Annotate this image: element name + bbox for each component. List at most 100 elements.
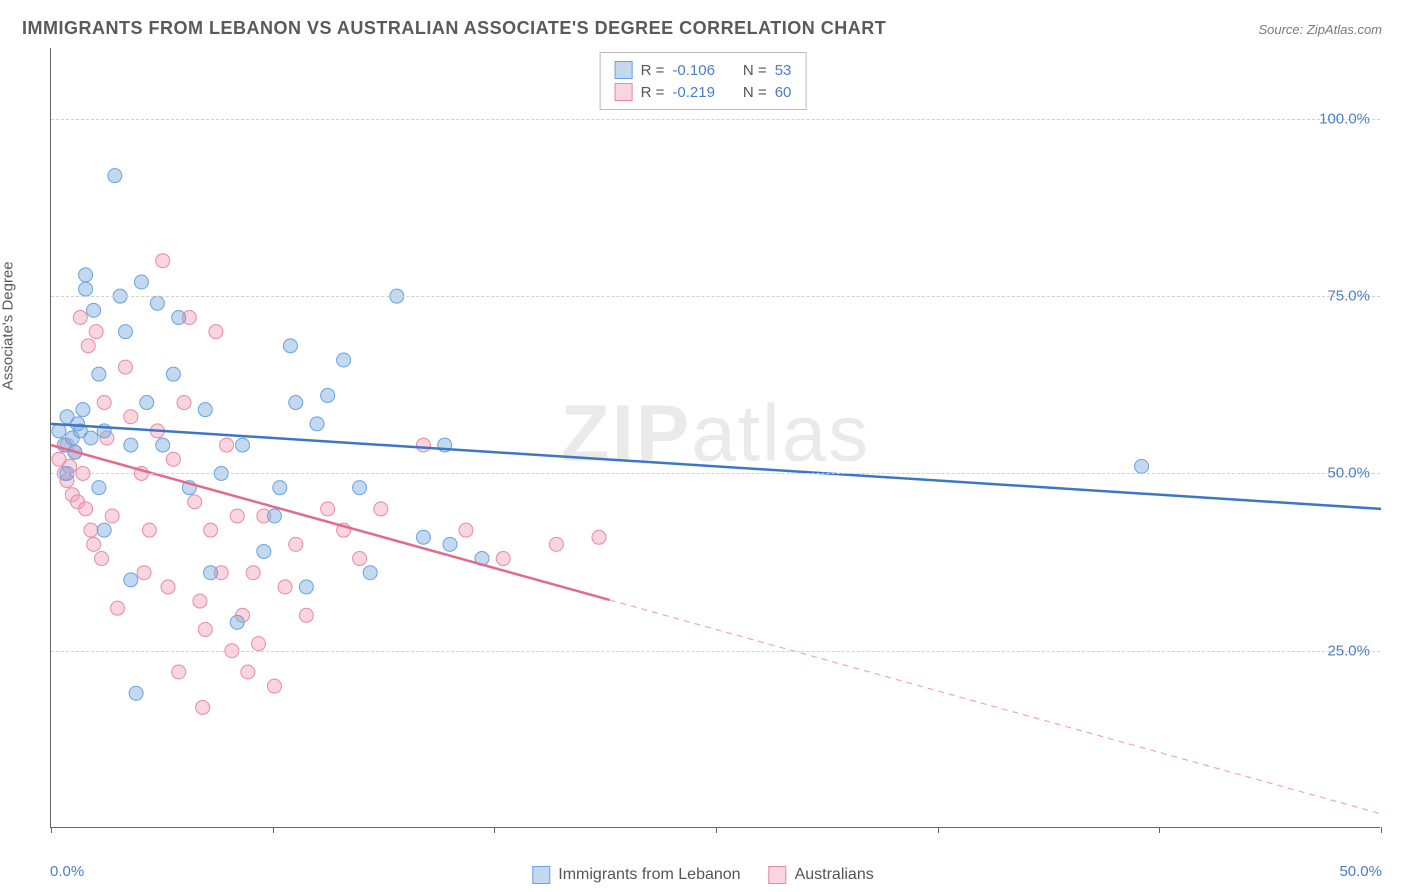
pink-point: [95, 552, 109, 566]
pink-point: [161, 580, 175, 594]
pink-point: [299, 608, 313, 622]
pink-point: [177, 396, 191, 410]
pink-point: [196, 700, 210, 714]
legend-top: R = -0.106 N = 53 R = -0.219 N = 60: [600, 52, 807, 110]
gridline: [51, 473, 1380, 474]
pink-point: [193, 594, 207, 608]
x-right-label: 50.0%: [1339, 863, 1382, 880]
legend-swatch: [532, 866, 550, 884]
legend-n-label: N =: [743, 62, 767, 79]
pink-point: [172, 665, 186, 679]
x-left-label: 0.0%: [50, 863, 84, 880]
legend-top-row: R = -0.106 N = 53: [615, 59, 792, 81]
legend-r-label: R =: [641, 84, 665, 101]
gridline: [51, 119, 1380, 120]
chart-title: IMMIGRANTS FROM LEBANON VS AUSTRALIAN AS…: [22, 18, 886, 39]
blue-point: [283, 339, 297, 353]
pink-point: [79, 502, 93, 516]
blue-point: [267, 509, 281, 523]
legend-r-label: R =: [641, 62, 665, 79]
blue-point: [321, 388, 335, 402]
blue-point: [363, 566, 377, 580]
blue-point: [134, 275, 148, 289]
blue-trendline: [51, 424, 1381, 509]
blue-point: [92, 367, 106, 381]
blue-point: [236, 438, 250, 452]
blue-point: [150, 296, 164, 310]
blue-point: [140, 396, 154, 410]
blue-point: [289, 396, 303, 410]
pink-point: [321, 502, 335, 516]
blue-point: [129, 686, 143, 700]
pink-point: [241, 665, 255, 679]
legend-swatch: [615, 61, 633, 79]
legend-bottom-label: Immigrants from Lebanon: [558, 866, 740, 884]
blue-point: [416, 530, 430, 544]
pink-point: [118, 360, 132, 374]
blue-point: [198, 403, 212, 417]
y-tick-label: 75.0%: [1327, 288, 1370, 305]
pink-point: [142, 523, 156, 537]
legend-n-value: 53: [775, 62, 792, 79]
pink-point: [166, 452, 180, 466]
legend-swatch: [769, 866, 787, 884]
pink-point: [137, 566, 151, 580]
source-label: Source: ZipAtlas.com: [1258, 22, 1382, 37]
legend-r-value: -0.219: [672, 84, 715, 101]
blue-point: [79, 268, 93, 282]
blue-point: [76, 403, 90, 417]
y-axis-label: Associate's Degree: [0, 261, 17, 390]
pink-point: [289, 537, 303, 551]
blue-point: [84, 431, 98, 445]
blue-point: [257, 544, 271, 558]
pink-point: [198, 622, 212, 636]
pink-point: [87, 537, 101, 551]
blue-point: [337, 353, 351, 367]
blue-point: [79, 282, 93, 296]
pink-point: [592, 530, 606, 544]
pink-point: [246, 566, 260, 580]
blue-point: [204, 566, 218, 580]
blue-point: [108, 169, 122, 183]
pink-point: [353, 552, 367, 566]
pink-point: [278, 580, 292, 594]
pink-point: [111, 601, 125, 615]
blue-point: [353, 481, 367, 495]
x-tick: [938, 827, 939, 833]
legend-n-label: N =: [743, 84, 767, 101]
pink-point: [81, 339, 95, 353]
x-tick: [273, 827, 274, 833]
gridline: [51, 296, 1380, 297]
y-tick-label: 25.0%: [1327, 642, 1370, 659]
pink-point: [204, 523, 218, 537]
y-tick-label: 100.0%: [1319, 110, 1370, 127]
x-tick: [494, 827, 495, 833]
blue-point: [166, 367, 180, 381]
legend-r-value: -0.106: [672, 62, 715, 79]
blue-point: [172, 310, 186, 324]
legend-bottom-item: Immigrants from Lebanon: [532, 866, 740, 884]
blue-point: [230, 615, 244, 629]
x-tick: [716, 827, 717, 833]
pink-point: [230, 509, 244, 523]
blue-point: [273, 481, 287, 495]
blue-point: [92, 481, 106, 495]
legend-n-value: 60: [775, 84, 792, 101]
pink-trendline-dashed: [610, 600, 1381, 814]
blue-point: [310, 417, 324, 431]
pink-point: [374, 502, 388, 516]
x-tick: [1381, 827, 1382, 833]
pink-point: [209, 325, 223, 339]
pink-point: [89, 325, 103, 339]
legend-swatch: [615, 83, 633, 101]
plot-area: ZIPatlas 25.0%50.0%75.0%100.0%: [50, 48, 1380, 828]
legend-bottom: Immigrants from LebanonAustralians: [532, 866, 873, 884]
pink-point: [549, 537, 563, 551]
blue-point: [1135, 459, 1149, 473]
legend-top-row: R = -0.219 N = 60: [615, 81, 792, 103]
pink-point: [97, 396, 111, 410]
blue-point: [124, 573, 138, 587]
pink-point: [251, 637, 265, 651]
x-tick: [1159, 827, 1160, 833]
blue-point: [124, 438, 138, 452]
